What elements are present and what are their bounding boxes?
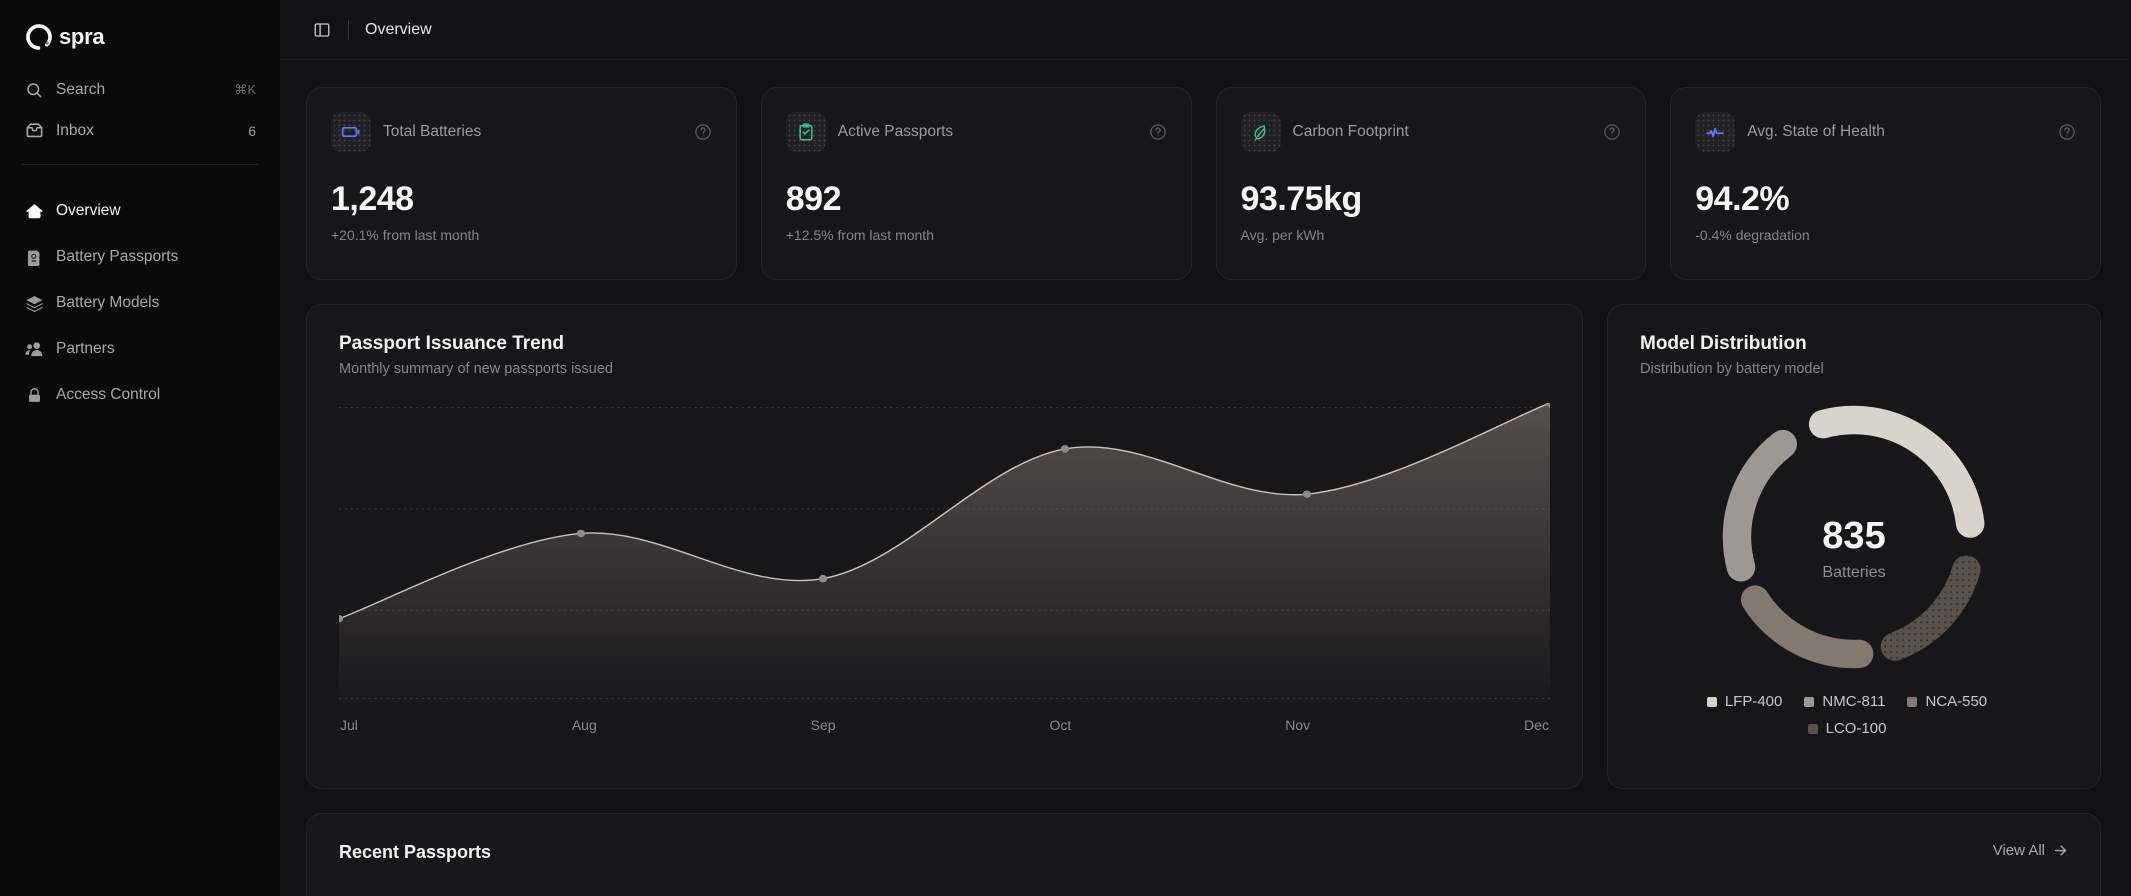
svg-text:835: 835	[1822, 515, 1885, 557]
svg-text:Batteries: Batteries	[1822, 564, 1885, 581]
